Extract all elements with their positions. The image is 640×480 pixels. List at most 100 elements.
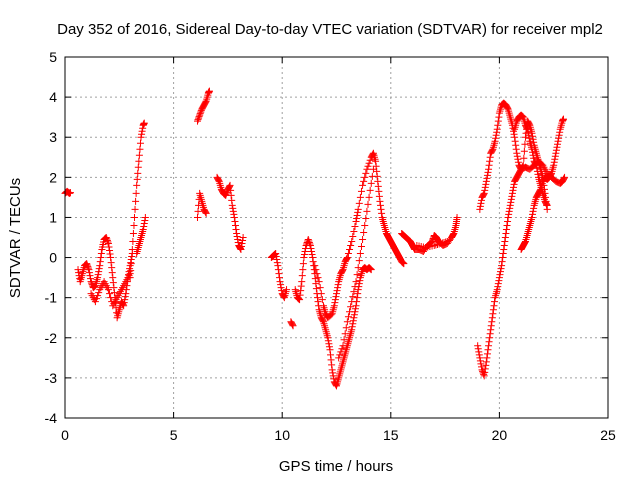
data-point xyxy=(109,274,117,282)
data-point xyxy=(485,342,493,350)
data-point xyxy=(232,225,240,233)
data-point xyxy=(550,158,558,166)
data-point xyxy=(229,204,237,212)
data-point xyxy=(504,104,512,112)
data-point xyxy=(333,290,340,298)
data-point xyxy=(133,175,141,183)
data-point xyxy=(297,282,305,290)
data-point xyxy=(88,279,96,287)
data-point xyxy=(128,253,136,261)
data-point xyxy=(332,293,340,301)
data-point xyxy=(332,381,340,389)
data-point xyxy=(551,155,559,163)
data-point xyxy=(518,112,526,120)
data-point xyxy=(529,207,537,215)
data-point xyxy=(317,290,325,298)
data-point xyxy=(133,181,141,189)
data-point xyxy=(110,289,118,297)
data-point xyxy=(485,161,493,169)
data-point xyxy=(107,259,115,267)
data-point xyxy=(474,345,482,353)
data-point xyxy=(482,361,490,369)
data-point xyxy=(274,262,282,270)
data-point xyxy=(529,210,537,218)
data-point xyxy=(484,168,492,176)
data-point xyxy=(134,163,142,171)
data-point xyxy=(349,320,357,328)
data-point xyxy=(488,146,496,154)
data-point xyxy=(363,207,371,215)
data-point xyxy=(299,260,307,268)
data-point xyxy=(349,293,357,301)
data-point xyxy=(239,234,247,241)
data-point xyxy=(366,156,374,164)
data-point xyxy=(326,346,334,354)
data-point xyxy=(561,173,569,181)
data-point xyxy=(347,303,355,311)
data-point xyxy=(140,119,148,127)
data-point xyxy=(374,177,382,185)
data-point xyxy=(437,240,445,248)
data-point xyxy=(337,348,345,356)
data-point xyxy=(327,356,335,364)
data-point xyxy=(529,151,537,159)
data-point xyxy=(499,254,507,262)
x-tick-label: 10 xyxy=(274,427,290,443)
data-point xyxy=(307,245,315,253)
data-point xyxy=(91,298,99,306)
y-tick-label: 5 xyxy=(49,49,57,65)
data-point xyxy=(486,153,494,161)
y-tick-label: 4 xyxy=(49,89,57,105)
data-point xyxy=(294,295,302,303)
data-point xyxy=(503,221,511,229)
data-point xyxy=(519,161,527,169)
data-point xyxy=(304,236,312,244)
data-point xyxy=(336,351,344,359)
data-point xyxy=(223,188,231,196)
data-point xyxy=(514,155,522,163)
data-point xyxy=(343,255,351,263)
data-point xyxy=(510,130,518,138)
data-point xyxy=(131,213,139,221)
x-axis-ticks: 0 5 10 15 20 25 xyxy=(61,57,616,443)
data-point xyxy=(108,264,116,272)
data-point xyxy=(494,280,502,288)
data-point xyxy=(92,295,100,303)
data-point xyxy=(508,192,516,200)
data-point xyxy=(349,317,357,325)
data-point xyxy=(238,240,246,248)
data-point xyxy=(476,202,484,210)
data-point xyxy=(524,125,532,133)
data-point xyxy=(305,237,313,245)
data-point xyxy=(353,214,361,222)
data-point xyxy=(102,234,110,241)
data-point xyxy=(495,277,503,285)
data-point xyxy=(313,294,321,302)
data-point xyxy=(107,294,115,302)
data-point xyxy=(342,324,350,332)
data-point xyxy=(298,272,306,280)
data-point xyxy=(505,210,513,218)
data-point xyxy=(313,270,321,278)
data-point xyxy=(75,269,83,277)
data-point xyxy=(506,201,514,209)
data-point xyxy=(367,266,375,274)
data-point xyxy=(222,190,230,198)
data-point xyxy=(193,213,201,221)
x-tick-label: 15 xyxy=(383,427,399,443)
data-point xyxy=(95,289,103,297)
data-point xyxy=(357,187,365,195)
data-point xyxy=(231,217,239,225)
data-point xyxy=(135,151,143,159)
data-point xyxy=(141,213,149,221)
data-point xyxy=(399,259,407,267)
data-point xyxy=(127,267,135,275)
data-point xyxy=(521,140,529,148)
data-point xyxy=(140,222,148,230)
data-point xyxy=(104,286,112,294)
data-point xyxy=(530,204,538,212)
data-point xyxy=(367,179,375,187)
data-point xyxy=(491,137,499,145)
data-point xyxy=(354,290,362,298)
data-point xyxy=(316,284,324,292)
